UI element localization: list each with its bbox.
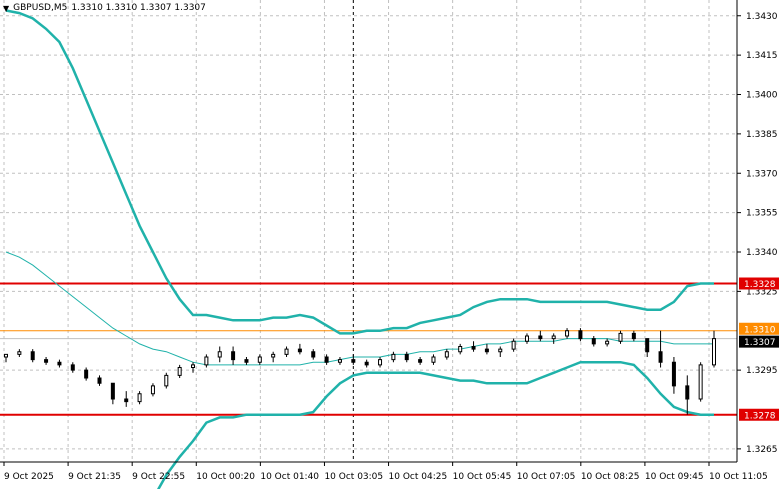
price-label-ask: 1.3310 xyxy=(744,325,776,335)
candle-body[interactable] xyxy=(444,351,449,358)
candle-body[interactable] xyxy=(511,340,516,350)
candle-body[interactable] xyxy=(618,332,623,342)
candle-body[interactable] xyxy=(217,351,222,358)
candle-body[interactable] xyxy=(578,330,583,340)
x-tick-label: 10 Oct 09:45 xyxy=(645,472,704,482)
candle-body[interactable] xyxy=(378,359,383,366)
x-tick-label: 10 Oct 00:20 xyxy=(196,472,255,482)
candle-body[interactable] xyxy=(565,330,570,337)
x-tick-label: 10 Oct 03:05 xyxy=(324,472,383,482)
candle-body[interactable] xyxy=(324,356,329,363)
candle-body[interactable] xyxy=(164,374,169,387)
price-label-bg xyxy=(739,408,779,421)
candle-body[interactable] xyxy=(364,361,369,366)
candle-body[interactable] xyxy=(685,385,690,400)
x-tick-label: 9 Oct 21:35 xyxy=(68,472,121,482)
candle-body[interactable] xyxy=(231,351,236,361)
candle-body[interactable] xyxy=(57,361,62,366)
candle-body[interactable] xyxy=(658,351,663,363)
candle-body[interactable] xyxy=(524,335,529,342)
candle-body[interactable] xyxy=(498,348,503,353)
price-label-level: 1.3278 xyxy=(744,411,776,421)
y-tick-label: 1.3325 xyxy=(746,287,778,297)
candle-body[interactable] xyxy=(631,332,636,340)
y-tick-label: 1.3415 xyxy=(746,51,778,61)
chart-header: ▼ GBPUSD,M5 1.3310 1.3310 1.3307 1.3307 xyxy=(3,3,206,13)
dropdown-triangle-icon[interactable]: ▼ xyxy=(3,3,10,13)
candle-body[interactable] xyxy=(297,348,302,353)
candle-body[interactable] xyxy=(458,346,463,353)
candle-body[interactable] xyxy=(244,359,249,363)
y-tick-label: 1.3265 xyxy=(746,445,778,455)
x-tick-label: 9 Oct 2025 xyxy=(4,472,54,482)
candle-body[interactable] xyxy=(137,393,142,403)
candle-body[interactable] xyxy=(311,351,316,358)
ohlc-readout: 1.3310 1.3310 1.3307 1.3307 xyxy=(71,3,206,13)
candle-body[interactable] xyxy=(70,364,75,371)
candle-body[interactable] xyxy=(605,340,610,345)
candle-body[interactable] xyxy=(591,338,596,345)
x-tick-label: 9 Oct 22:55 xyxy=(132,472,185,482)
candle-body[interactable] xyxy=(110,382,115,400)
y-tick-label: 1.3430 xyxy=(746,12,778,22)
price-label-level: 1.3328 xyxy=(744,280,776,290)
candle-body[interactable] xyxy=(284,348,289,355)
candle-body[interactable] xyxy=(44,359,49,363)
symbol-timeframe: GBPUSD,M5 xyxy=(13,3,68,13)
price-label-bid: 1.3307 xyxy=(744,338,776,348)
price-label-bg xyxy=(739,322,779,335)
x-tick-label: 10 Oct 04:25 xyxy=(389,472,448,482)
x-tick-label: 10 Oct 07:05 xyxy=(517,472,576,482)
candle-body[interactable] xyxy=(551,335,556,340)
bollinger-upper-band xyxy=(5,9,714,335)
candle-body[interactable] xyxy=(404,353,409,361)
y-tick-label: 1.3370 xyxy=(746,169,778,179)
y-tick-label: 1.3295 xyxy=(746,366,778,376)
bollinger-middle-band xyxy=(5,251,714,366)
candle-body[interactable] xyxy=(257,356,262,363)
candle-body[interactable] xyxy=(351,359,356,363)
candle-body[interactable] xyxy=(698,364,703,400)
price-label-bg xyxy=(739,335,779,348)
bollinger-lower-band xyxy=(157,360,714,489)
candle-body[interactable] xyxy=(671,361,676,387)
candle-body[interactable] xyxy=(391,353,396,361)
candle-body[interactable] xyxy=(84,369,89,379)
candle-body[interactable] xyxy=(471,346,476,350)
y-tick-label: 1.3385 xyxy=(746,130,778,140)
candle-body[interactable] xyxy=(418,359,423,363)
candle-body[interactable] xyxy=(124,398,129,403)
candle-body[interactable] xyxy=(645,338,650,353)
x-tick-label: 10 Oct 08:25 xyxy=(581,472,640,482)
candle-body[interactable] xyxy=(30,351,35,361)
y-tick-label: 1.3355 xyxy=(746,209,778,219)
candle-body[interactable] xyxy=(150,385,155,395)
candle-body[interactable] xyxy=(4,353,8,358)
candle-body[interactable] xyxy=(538,335,543,340)
x-tick-label: 10 Oct 01:40 xyxy=(260,472,319,482)
candle-body[interactable] xyxy=(712,338,716,366)
candle-body[interactable] xyxy=(177,367,182,376)
candle-body[interactable] xyxy=(271,353,276,358)
candle-body[interactable] xyxy=(337,359,342,363)
candle-body[interactable] xyxy=(204,356,209,366)
candle-body[interactable] xyxy=(97,377,102,384)
candle-body[interactable] xyxy=(191,364,196,368)
x-tick-label: 10 Oct 11:05 xyxy=(709,472,768,482)
x-tick-label: 10 Oct 05:45 xyxy=(453,472,512,482)
candle-body[interactable] xyxy=(17,351,22,355)
candle-body[interactable] xyxy=(484,348,489,353)
y-tick-label: 1.3400 xyxy=(746,91,778,101)
price-label-bg xyxy=(739,277,779,290)
y-tick-label: 1.3340 xyxy=(746,248,778,258)
candle-body[interactable] xyxy=(431,356,436,363)
